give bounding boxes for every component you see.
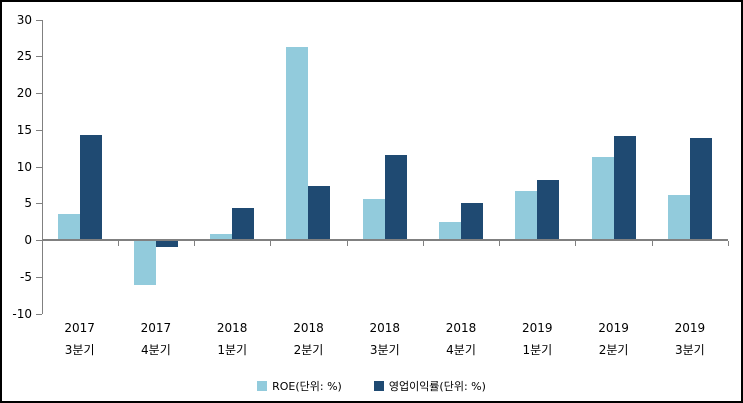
operating-margin-bar xyxy=(689,137,712,240)
x-axis-category-year: 2019 xyxy=(674,321,706,335)
roe-legend-swatch-icon xyxy=(257,381,268,391)
operating-margin-bar xyxy=(537,180,560,240)
roe-bar xyxy=(439,222,462,240)
y-axis-tick-label: 25 xyxy=(16,49,32,64)
x-axis-category-quarter: 1분기 xyxy=(217,343,248,357)
x-axis-line xyxy=(41,239,728,241)
y-axis-tick xyxy=(35,129,42,131)
x-axis-category-year: 2018 xyxy=(445,321,477,335)
operating-margin-bar xyxy=(155,240,178,247)
x-axis-tick xyxy=(575,241,577,246)
y-axis-tick-label: -5 xyxy=(20,269,32,284)
operating-margin-bar xyxy=(384,154,407,240)
x-axis-tick xyxy=(422,241,424,246)
operating-margin-bar xyxy=(79,134,102,240)
y-axis-tick xyxy=(35,166,42,168)
y-axis-tick xyxy=(35,203,42,205)
y-axis-tick xyxy=(35,240,42,241)
legend: ROE(단위: %) 영업이익률(단위: %) xyxy=(2,378,741,394)
x-axis-tick xyxy=(117,241,119,246)
y-axis-tick xyxy=(35,93,42,94)
x-axis-tick xyxy=(346,241,348,246)
roe-bar xyxy=(667,195,690,240)
x-axis-category-year: 2019 xyxy=(598,321,629,335)
roe-bar xyxy=(362,198,385,240)
x-axis-category-quarter: 4분기 xyxy=(141,343,171,357)
legend-label: 영업이익률(단위: %) xyxy=(388,380,486,393)
y-axis-tick-label: 5 xyxy=(24,196,32,211)
operating-margin-bar xyxy=(461,203,484,240)
x-axis-category-quarter: 2분기 xyxy=(293,343,324,357)
roe-bar xyxy=(57,213,80,240)
x-axis-category-quarter: 3분기 xyxy=(64,343,95,357)
roe-bar xyxy=(515,191,538,240)
y-axis-tick-label: 10 xyxy=(16,159,32,174)
x-axis-category-year: 2017 xyxy=(140,321,172,335)
y-axis-tick-label: 15 xyxy=(16,122,32,137)
x-axis-category-year: 2017 xyxy=(64,321,95,335)
y-axis-tick xyxy=(35,56,42,58)
x-axis-tick xyxy=(728,241,729,246)
y-axis-tick-label: 20 xyxy=(16,86,32,100)
legend-item-operating-margin: 영업이익률(단위: %) xyxy=(373,378,486,394)
y-axis-tick xyxy=(35,19,42,21)
x-axis-tick xyxy=(270,241,272,246)
y-axis-tick xyxy=(35,313,42,315)
legend-label: ROE(단위: %) xyxy=(272,380,342,393)
operating-margin-legend-swatch-icon xyxy=(373,381,384,391)
legend-item-roe: ROE(단위: %) xyxy=(257,378,342,394)
x-axis-tick xyxy=(499,241,501,246)
x-axis-tick xyxy=(194,241,196,246)
x-axis-category-year: 2018 xyxy=(293,321,324,335)
x-axis-category-quarter: 1분기 xyxy=(522,343,553,357)
operating-margin-bar xyxy=(613,136,636,240)
y-axis-tick-label: 30 xyxy=(16,12,32,27)
operating-margin-bar xyxy=(308,185,331,240)
y-axis-tick-label: 0 xyxy=(24,233,32,247)
x-axis-category-quarter: 3분기 xyxy=(675,343,705,357)
operating-margin-bar xyxy=(232,208,255,240)
x-axis-category-quarter: 4분기 xyxy=(446,343,476,357)
x-axis-category-year: 2018 xyxy=(216,321,248,335)
roe-bar xyxy=(286,46,309,240)
roe-bar xyxy=(591,156,614,240)
roe-bar xyxy=(133,240,156,285)
roe-bar xyxy=(210,234,233,240)
y-axis-tick xyxy=(35,276,42,278)
x-axis-category-year: 2019 xyxy=(522,321,553,335)
x-axis-category-quarter: 2분기 xyxy=(598,343,629,357)
y-axis-tick-label: -10 xyxy=(12,306,32,321)
x-axis-category-quarter: 3분기 xyxy=(369,343,400,357)
x-axis-tick xyxy=(651,241,653,246)
x-axis-category-year: 2018 xyxy=(369,321,401,335)
y-axis-line xyxy=(41,19,43,314)
